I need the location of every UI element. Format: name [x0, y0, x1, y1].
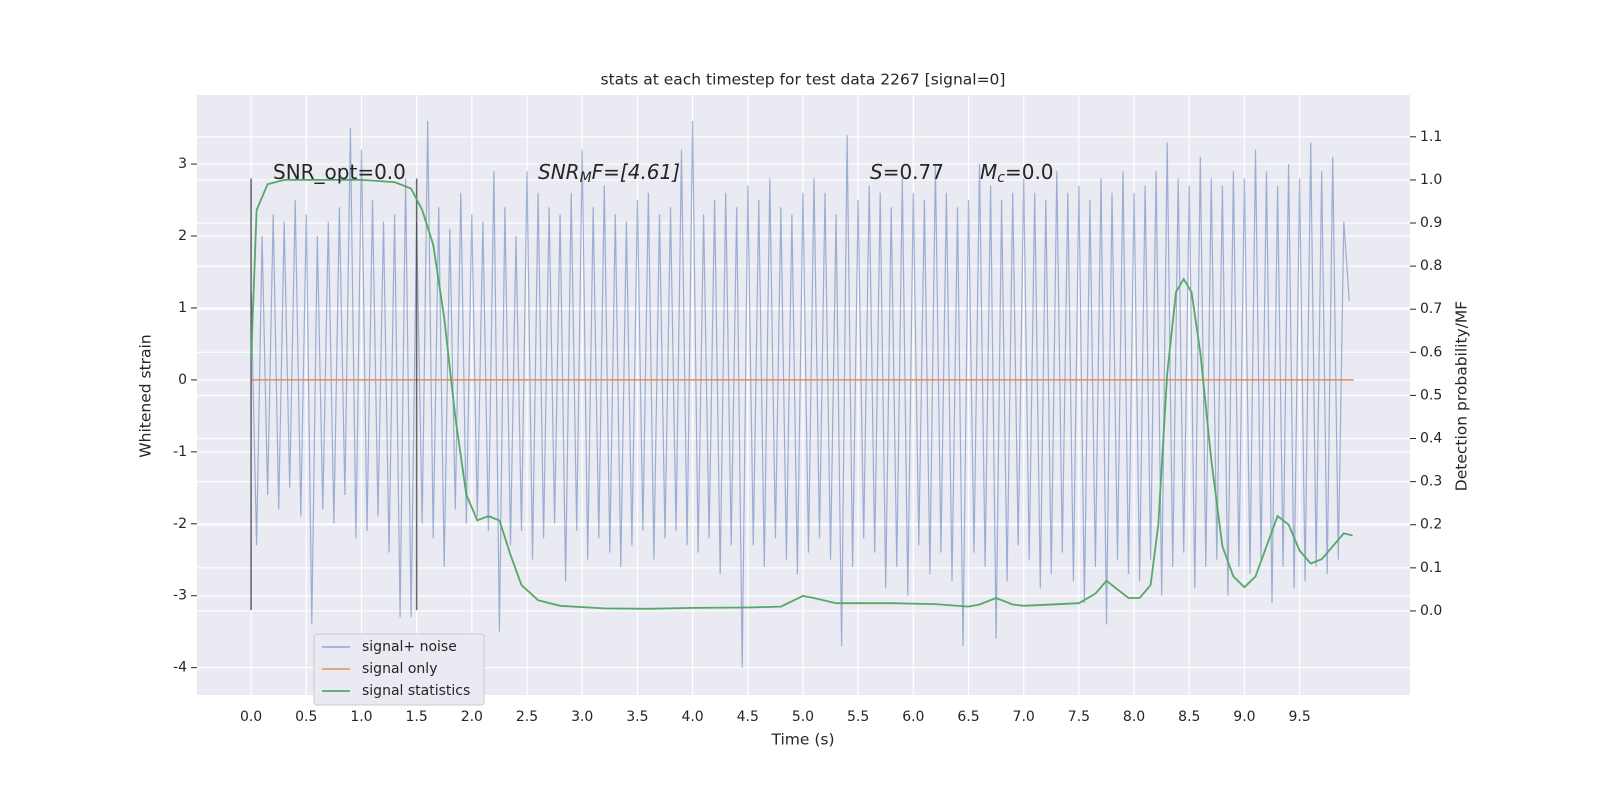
y-axis-label: Whitened strain	[137, 334, 155, 457]
y2-tick-label: 0.3	[1420, 474, 1442, 490]
x-tick-label: 4.0	[681, 709, 703, 725]
y2-tick-label: 0.2	[1420, 517, 1442, 533]
x-tick-label: 3.0	[571, 709, 593, 725]
x-tick-label: 8.5	[1178, 709, 1200, 725]
x-tick-label: 0.0	[240, 709, 262, 725]
y-tick-label: -1	[173, 444, 187, 460]
y2-axis-label: Detection probability/MF	[1453, 301, 1471, 492]
y2-tick-label: 0.8	[1420, 258, 1442, 274]
x-tick-label: 8.0	[1123, 709, 1145, 725]
chart-title: stats at each timestep for test data 226…	[601, 71, 1006, 89]
x-tick-label: 0.5	[295, 709, 317, 725]
y-tick-label: 2	[178, 228, 187, 244]
legend-label: signal only	[362, 661, 437, 677]
x-tick-label: 6.0	[902, 709, 924, 725]
x-tick-label: 7.5	[1068, 709, 1090, 725]
annotation: Mc=0.0	[980, 160, 1054, 187]
x-axis-label: Time (s)	[770, 731, 834, 749]
y2-tick-label: 0.7	[1420, 301, 1442, 317]
y-tick-label: 1	[178, 300, 187, 316]
x-tick-label: 3.5	[626, 709, 648, 725]
x-tick-label: 1.0	[350, 709, 372, 725]
annotation: SNRMF=[4.61]	[538, 160, 680, 187]
x-tick-label: 9.5	[1288, 709, 1310, 725]
y2-tick-label: 1.1	[1420, 129, 1442, 145]
y2-tick-label: 0.6	[1420, 344, 1442, 360]
annotation-text: =0.77	[883, 160, 944, 184]
annotation-math: M	[980, 160, 997, 184]
annotation-math: SNR	[538, 160, 580, 184]
annotation: SNR_opt=0.0	[273, 160, 406, 184]
x-tick-label: 7.0	[1013, 709, 1035, 725]
x-tick-label: 9.0	[1233, 709, 1255, 725]
x-tick-label: 6.5	[957, 709, 979, 725]
annotation-text: SNR_opt=0.0	[273, 160, 406, 184]
y2-tick-label: 0.9	[1420, 215, 1442, 231]
annotation-sub: c	[997, 170, 1005, 186]
x-tick-label: 4.5	[737, 709, 759, 725]
x-tick-label: 2.5	[516, 709, 538, 725]
y-tick-label: -4	[173, 660, 187, 676]
x-tick-label: 5.5	[847, 709, 869, 725]
annotation: S=0.77	[870, 160, 944, 184]
y-tick-label: -2	[173, 516, 187, 532]
y2-tick-label: 0.4	[1420, 431, 1442, 447]
y-tick-label: 0	[178, 372, 187, 388]
x-tick-label: 1.5	[406, 709, 428, 725]
legend: signal+ noise signal only signal statistic…	[313, 633, 485, 706]
annotation-text: F=[4.61]	[592, 160, 680, 184]
annotation-text: =0.0	[1005, 160, 1054, 184]
legend-label: signal+ noise	[362, 639, 457, 655]
annotation-sub: M	[580, 170, 592, 186]
series-line	[250, 120, 1350, 668]
legend-label: signal statistics	[362, 683, 470, 699]
series-line	[250, 179, 1353, 610]
legend-box	[313, 633, 485, 706]
y-tick-label: 3	[178, 156, 187, 172]
y2-tick-label: 0.0	[1420, 603, 1442, 619]
y2-tick-label: 0.5	[1420, 387, 1442, 403]
y2-tick-label: 1.0	[1420, 172, 1442, 188]
y2-tick-label: 0.1	[1420, 560, 1442, 576]
annotation-math: S	[870, 160, 883, 184]
y-tick-label: -3	[173, 588, 187, 604]
x-tick-label: 2.0	[461, 709, 483, 725]
x-tick-label: 5.0	[792, 709, 814, 725]
